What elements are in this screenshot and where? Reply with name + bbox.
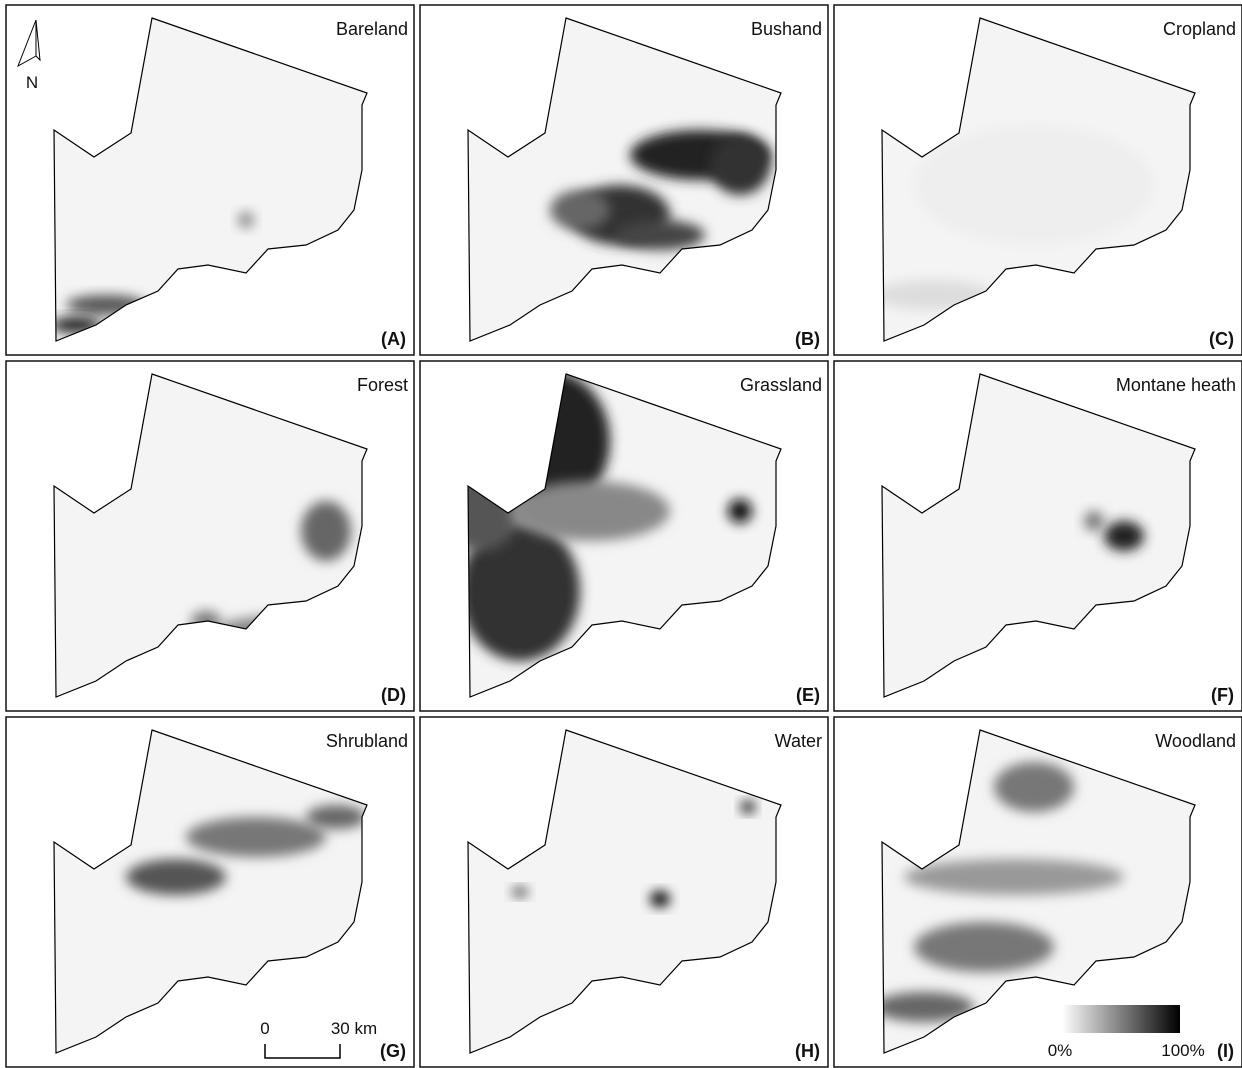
- shading-blob: [1084, 511, 1104, 531]
- panel-title: Cropland: [1163, 19, 1236, 39]
- legend-min: 0%: [1048, 1041, 1073, 1060]
- panel-label: (H): [795, 1041, 820, 1061]
- shading-blob: [512, 887, 528, 897]
- panel-title: Bushand: [751, 19, 822, 39]
- panel-title: Water: [775, 731, 822, 751]
- panel-label: (F): [1211, 685, 1234, 705]
- map-panel: Water (H): [420, 717, 828, 1067]
- shading-blob: [741, 801, 755, 813]
- map-panel: Montane heath (F): [834, 361, 1242, 711]
- legend-ramp: [1062, 1005, 1180, 1033]
- map-panel: Bareland (A): [6, 5, 414, 355]
- panel-label: (B): [795, 329, 820, 349]
- panel-title: Bareland: [336, 19, 408, 39]
- scale-label: 30 km: [331, 1019, 377, 1038]
- legend-max: 100%: [1161, 1041, 1204, 1060]
- shading-blob: [550, 190, 610, 230]
- shading-blob: [238, 212, 254, 228]
- north-label: N: [26, 73, 38, 92]
- panel-label: (D): [381, 685, 406, 705]
- shading-blob: [306, 805, 366, 829]
- panel-title: Woodland: [1155, 731, 1236, 751]
- shading-blob: [914, 125, 1154, 245]
- shading-blob: [186, 817, 326, 857]
- map-panel: Woodland (I): [834, 717, 1242, 1067]
- panel-title: Grassland: [740, 375, 822, 395]
- map-panel: Cropland (C): [834, 5, 1242, 355]
- panel-title: Montane heath: [1116, 375, 1236, 395]
- panel-label: (E): [796, 685, 820, 705]
- panel-label: (G): [380, 1041, 406, 1061]
- shading-blob: [914, 922, 1054, 972]
- shading-blob: [301, 501, 351, 561]
- shading-blob: [126, 859, 226, 895]
- panel-title: Shrubland: [326, 731, 408, 751]
- panel-title: Forest: [357, 375, 408, 395]
- shading-blob: [615, 220, 705, 250]
- shading-blob: [1104, 521, 1144, 551]
- scale-label: 0: [260, 1019, 269, 1038]
- shading-blob: [710, 135, 770, 195]
- shading-blob: [904, 859, 1124, 895]
- panel-label: (A): [381, 329, 406, 349]
- shading-blob: [650, 891, 670, 907]
- map-panel: Forest (D): [6, 361, 414, 711]
- shading-blob: [994, 762, 1074, 812]
- shading-blob: [728, 499, 752, 523]
- map-panel: Shrubland (G): [6, 717, 414, 1067]
- panel-label: (C): [1209, 329, 1234, 349]
- panel-label: (I): [1217, 1041, 1234, 1061]
- map-panel: Grassland (E): [420, 361, 828, 711]
- map-panel: Bushand (B): [420, 5, 828, 355]
- figure: Bareland (A) Bushand (B) Cropland (C) Forest (D…: [0, 0, 1242, 1068]
